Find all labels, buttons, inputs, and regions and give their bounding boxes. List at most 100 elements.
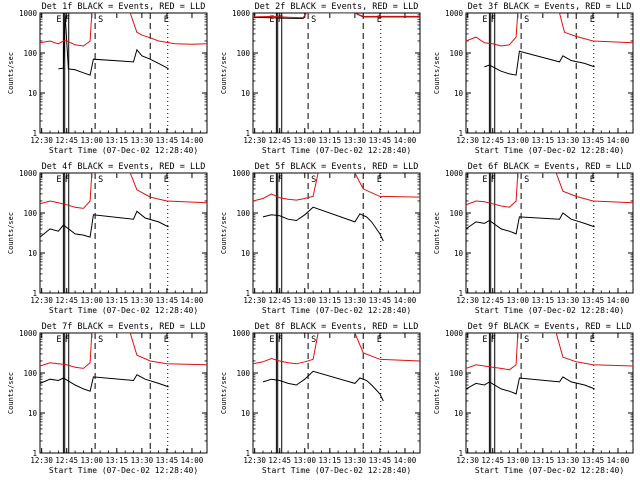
y-tick-label: 10 (28, 89, 38, 98)
time-marker-label: E (269, 335, 274, 345)
y-tick-label: 1 (458, 449, 463, 458)
y-tick-label: 1000 (445, 329, 464, 338)
y-tick-label: 1 (32, 129, 37, 138)
time-marker-label: F (278, 335, 283, 345)
chart-title: Det 2f BLACK = Events, RED = LLD (255, 2, 419, 12)
x-tick-label: 13:00 (293, 296, 316, 305)
time-marker-label: E (377, 335, 382, 345)
x-tick-label: 13:15 (319, 296, 342, 305)
time-marker-label: S (311, 15, 316, 25)
x-tick-label: 13:30 (131, 296, 154, 305)
chart-title: Det 3f BLACK = Events, RED = LLD (468, 2, 632, 12)
y-tick-label: 1000 (232, 169, 251, 178)
x-tick-label: 12:45 (481, 296, 504, 305)
x-tick-label: 12:45 (55, 456, 78, 465)
panel-2: Det 2f BLACK = Events, RED = LLD 1 10 100 10… (220, 2, 421, 155)
y-tick-label: 100 (23, 209, 37, 218)
y-tick-label: 1000 (19, 9, 38, 18)
x-tick-label: 13:00 (506, 296, 529, 305)
time-marker-label: F (491, 175, 496, 185)
x-tick-label: 12:45 (55, 296, 78, 305)
y-tick-label: 1 (245, 129, 250, 138)
time-marker-label: E (590, 175, 595, 185)
time-marker-label: E (56, 175, 61, 185)
time-marker-label: S (98, 335, 103, 345)
x-tick-label: 12:45 (481, 456, 504, 465)
y-tick-label: 10 (28, 409, 38, 418)
y-tick-label: 100 (449, 209, 463, 218)
x-tick-label: 13:00 (80, 296, 103, 305)
x-axis-label: Start Time (07-Dec-02 12:28:40) (49, 466, 198, 475)
y-tick-label: 100 (449, 49, 463, 58)
y-tick-label: 100 (23, 369, 37, 378)
time-marker-label: E (56, 335, 61, 345)
series-lld-line (40, 13, 207, 47)
x-tick-label: 14:00 (181, 296, 204, 305)
x-tick-label: 13:15 (106, 456, 129, 465)
x-axis-label: Start Time (07-Dec-02 12:28:40) (475, 466, 624, 475)
y-tick-label: 1 (458, 289, 463, 298)
series-lld-line (253, 333, 420, 365)
series-lld-line (253, 13, 420, 19)
y-axis-label: Counts/sec (433, 212, 441, 254)
x-tick-label: 13:00 (293, 136, 316, 145)
panel-7: Det 7f BLACK = Events, RED = LLD 1 10 100 10… (7, 322, 208, 475)
x-tick-label: 13:45 (369, 456, 392, 465)
time-marker-label: E (164, 335, 169, 345)
panel-3: Det 3f BLACK = Events, RED = LLD 1 10 100 10… (433, 2, 634, 155)
x-tick-label: 12:30 (30, 456, 53, 465)
y-tick-label: 10 (454, 89, 464, 98)
time-marker-label: E (590, 335, 595, 345)
y-axis-label: Counts/sec (7, 372, 15, 414)
panel-5: Det 5f BLACK = Events, RED = LLD 1 10 100 10… (220, 162, 421, 315)
x-tick-label: 13:15 (319, 456, 342, 465)
series-events-line (262, 370, 384, 402)
x-tick-label: 13:30 (131, 136, 154, 145)
x-tick-label: 12:45 (268, 456, 291, 465)
x-tick-label: 12:30 (456, 296, 479, 305)
x-tick-label: 14:00 (181, 456, 204, 465)
x-axis-label: Start Time (07-Dec-02 12:28:40) (475, 306, 624, 315)
x-tick-label: 14:00 (394, 456, 417, 465)
y-tick-label: 1000 (445, 9, 464, 18)
y-tick-label: 1 (32, 449, 37, 458)
time-marker-label: E (269, 15, 274, 25)
x-tick-label: 12:30 (243, 456, 266, 465)
x-tick-label: 13:45 (156, 296, 179, 305)
x-tick-label: 14:00 (394, 296, 417, 305)
x-tick-label: 13:15 (532, 136, 555, 145)
x-tick-label: 13:00 (80, 136, 103, 145)
x-tick-label: 14:00 (394, 136, 417, 145)
time-marker-label: E (482, 335, 487, 345)
x-axis-label: Start Time (07-Dec-02 12:28:40) (262, 146, 411, 155)
series-events-line (58, 13, 169, 76)
panel-6: Det 6f BLACK = Events, RED = LLD 1 10 100 10… (433, 162, 634, 315)
series-events-line (466, 212, 595, 235)
y-tick-label: 100 (236, 369, 250, 378)
x-tick-label: 13:15 (319, 136, 342, 145)
x-tick-label: 13:45 (156, 136, 179, 145)
series-events-line (466, 376, 595, 395)
y-axis-label: Counts/sec (220, 52, 228, 94)
x-axis-label: Start Time (07-Dec-02 12:28:40) (475, 146, 624, 155)
y-tick-label: 100 (23, 49, 37, 58)
panel-4: Det 4f BLACK = Events, RED = LLD 1 10 100 10… (7, 162, 208, 315)
y-tick-label: 100 (236, 209, 250, 218)
x-axis-label: Start Time (07-Dec-02 12:28:40) (49, 146, 198, 155)
time-marker-label: F (278, 175, 283, 185)
panel-8: Det 8f BLACK = Events, RED = LLD 1 10 100 10… (220, 322, 421, 475)
x-tick-label: 14:00 (607, 296, 630, 305)
time-marker-label: S (524, 15, 529, 25)
series-lld-line (466, 173, 633, 208)
x-tick-label: 13:00 (506, 456, 529, 465)
x-tick-label: 13:15 (532, 296, 555, 305)
time-marker-label: S (98, 15, 103, 25)
time-marker-label: E (377, 175, 382, 185)
x-tick-label: 12:30 (30, 296, 53, 305)
y-tick-label: 10 (454, 249, 464, 258)
y-tick-label: 1000 (232, 329, 251, 338)
y-tick-label: 1 (32, 289, 37, 298)
y-tick-label: 1 (245, 289, 250, 298)
y-tick-label: 10 (454, 409, 464, 418)
time-marker-label: F (491, 335, 496, 345)
